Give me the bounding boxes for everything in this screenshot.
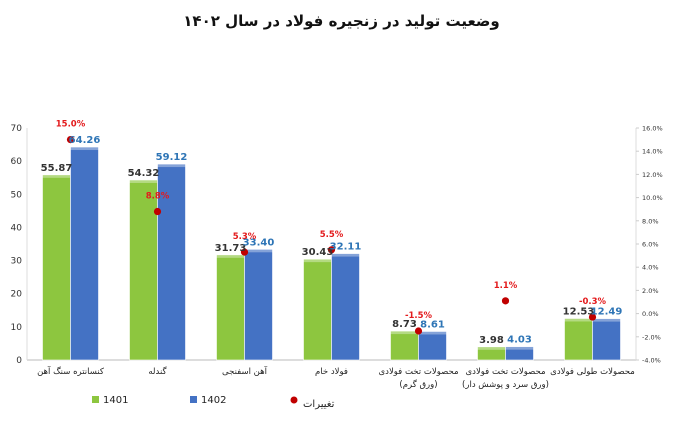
bar-1402 <box>592 318 621 361</box>
y-tick-label: 30 <box>11 257 23 267</box>
x-tick-label: (ورق سرد و پوشش دار) <box>462 380 549 390</box>
y2-tick-label: 2.0% <box>642 287 659 295</box>
bar-highlight <box>505 346 534 350</box>
data-label-1402: 4.03 <box>507 335 532 346</box>
data-label-1401: 54.32 <box>128 168 160 179</box>
data-labels: 55.87 54.32 31.73 30.43 8.73 3.98 12.53 64.26 59… <box>41 120 623 346</box>
bar-highlight <box>157 164 186 168</box>
y2-tick-label: -2.0% <box>642 333 661 341</box>
change-label: -1.5% <box>405 311 433 321</box>
legend-label-changes: تغییرات <box>303 399 335 410</box>
bar-highlight <box>303 259 332 263</box>
x-tick-label: محصولات طولی فولادی <box>550 367 635 377</box>
x-tick-label: محصولات تخت فولادی <box>379 367 459 377</box>
data-label-1402: 12.49 <box>591 307 623 318</box>
legend-swatch-1402 <box>190 396 197 403</box>
data-label-1401: 30.43 <box>302 247 334 258</box>
data-label-1401: 55.87 <box>41 163 73 174</box>
data-label-1402: 32.11 <box>330 242 362 253</box>
bar-highlight <box>42 174 71 178</box>
bar-1402 <box>331 253 360 361</box>
bar-1402 <box>157 163 186 361</box>
change-marker <box>66 136 75 144</box>
y2-tick-label: 10.0% <box>642 194 663 202</box>
legend-label-1401: 1401 <box>103 395 128 406</box>
x-tick-label: (ورق گرم) <box>399 379 437 390</box>
y-tick-label: 70 <box>11 124 23 134</box>
change-marker <box>327 246 336 254</box>
x-tick-label: فولاد خام <box>315 367 348 377</box>
change-marker <box>588 313 597 321</box>
data-label-1401: 3.98 <box>479 335 504 346</box>
x-tick-label: محصولات تخت فولادی <box>466 367 546 377</box>
change-marker <box>414 327 423 335</box>
change-label: 5.3% <box>233 232 257 242</box>
bar-1402 <box>70 146 99 361</box>
y-tick-label: 10 <box>11 323 23 333</box>
y2-tick-label: 0.0% <box>642 310 659 318</box>
y2-tick-label: 6.0% <box>642 241 659 249</box>
bar-highlight <box>477 346 506 350</box>
data-label-1401: 12.53 <box>563 306 595 317</box>
bar-1401 <box>42 174 71 361</box>
bar-highlight <box>564 318 593 322</box>
y2-tick-label: 12.0% <box>642 171 663 179</box>
legend: 1401 1402 تغییرات <box>92 395 335 410</box>
change-markers <box>66 136 597 335</box>
data-label-1402: 8.61 <box>420 319 445 330</box>
y-tick-label: 50 <box>11 190 23 200</box>
axes: 0 10 20 30 40 50 60 70 -4.0% -2.0% 0.0% 2.0% 4.0% 6.0… <box>11 124 663 390</box>
y2-tick-label: 4.0% <box>642 264 659 272</box>
bar-highlight <box>129 179 158 183</box>
bar-1401 <box>303 258 332 361</box>
y-tick-label: 0 <box>16 356 22 366</box>
y2-tick-label: -4.0% <box>642 357 661 365</box>
x-tick-label: آهن اسفنجی <box>222 365 268 377</box>
data-label-1401: 31.73 <box>215 243 247 254</box>
y-tick-label: 60 <box>11 157 23 167</box>
change-label: 1.1% <box>494 281 518 291</box>
bar-highlight <box>418 331 447 335</box>
data-label-1401: 8.73 <box>392 319 417 330</box>
change-label: 15.0% <box>56 120 86 130</box>
page-title: وضعیت تولید در زنجیره فولاد در سال ۱۴۰۲ <box>183 12 500 30</box>
bar-1402 <box>244 249 273 361</box>
change-label: -0.3% <box>579 297 607 307</box>
y-tick-label: 20 <box>11 290 23 300</box>
change-label: 8.8% <box>146 192 170 202</box>
bar-1401 <box>129 179 158 361</box>
bar-highlight <box>592 318 621 322</box>
bar-1402 <box>418 331 447 361</box>
y2-tick-label: 8.0% <box>642 217 659 225</box>
bar-highlight <box>390 331 419 335</box>
data-label-1402: 64.26 <box>69 135 101 146</box>
x-tick-label: کنسانتره سنگ آهن <box>37 365 105 377</box>
bar-highlight <box>331 253 360 257</box>
change-marker <box>501 297 510 305</box>
x-tick-label: گندله <box>148 366 167 377</box>
data-label-1402: 33.40 <box>243 237 275 248</box>
bar-highlight <box>216 254 245 258</box>
legend-swatch-1401 <box>92 396 99 403</box>
bar-highlight <box>244 249 273 253</box>
bar-1401 <box>564 318 593 361</box>
bar-1401 <box>390 330 419 361</box>
legend-marker-changes <box>290 396 298 404</box>
change-label: 5.5% <box>320 230 344 240</box>
y-tick-label: 40 <box>11 223 23 233</box>
legend-label-1402: 1402 <box>201 395 226 406</box>
bars <box>42 146 621 361</box>
bar-1402 <box>505 346 534 361</box>
change-marker <box>153 207 162 216</box>
change-marker <box>240 248 249 256</box>
y2-tick-label: 14.0% <box>642 148 663 156</box>
bar-1401 <box>216 254 245 361</box>
data-label-1402: 59.12 <box>156 152 188 163</box>
y2-tick-label: 16.0% <box>642 125 663 133</box>
bar-highlight <box>70 147 99 151</box>
